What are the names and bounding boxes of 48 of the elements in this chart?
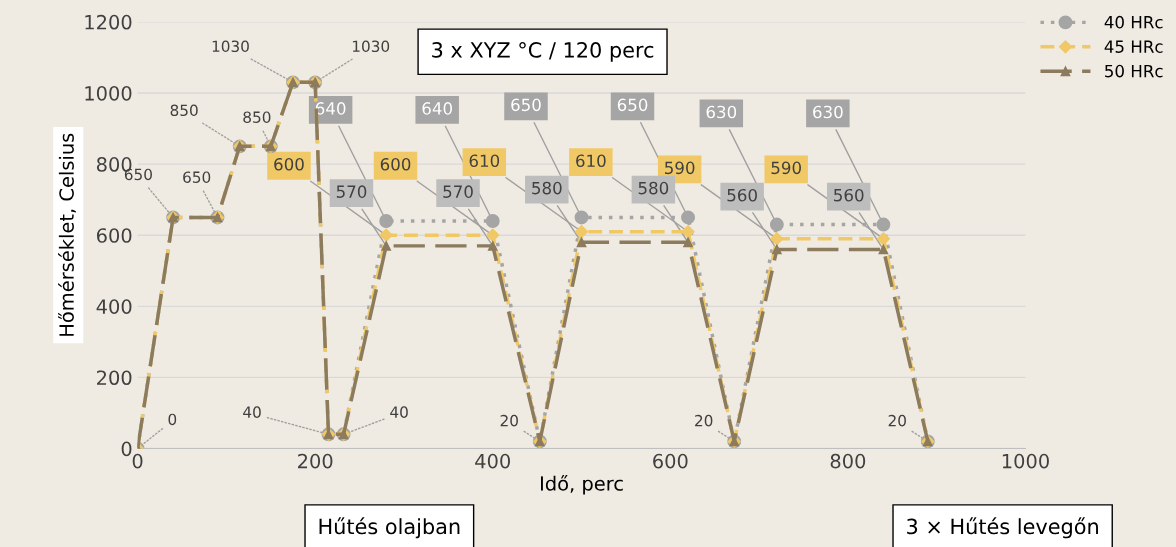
y-tick-label: 600	[96, 228, 132, 243]
y-tick-label: 1000	[85, 85, 132, 101]
legend-label: 50 HRc	[1105, 64, 1163, 78]
data-label: 20	[500, 414, 518, 427]
x-tick-label: 0	[132, 453, 143, 469]
data-label: 40	[243, 406, 261, 418]
data-label: 640	[422, 102, 452, 115]
legend-label: 40 HRc	[1104, 15, 1163, 29]
legend-label: 45 HRc	[1104, 40, 1163, 53]
data-label: 40	[390, 406, 408, 418]
data-label: 570	[336, 185, 367, 198]
x-tick-label: 800	[830, 453, 866, 469]
data-label: 630	[813, 105, 843, 119]
data-label: 20	[695, 414, 713, 427]
annotation: 3 x XYZ °C / 120 perc	[432, 42, 654, 62]
data-label: 1030	[212, 40, 249, 53]
data-label: 590	[665, 161, 695, 175]
data-label: 850	[243, 111, 271, 123]
x-tick-label: 600	[653, 453, 688, 469]
y-tick-label: 1200	[85, 14, 132, 30]
data-label: 590	[771, 161, 801, 175]
data-label: 1030	[352, 40, 390, 53]
x-tick-label: 400	[475, 453, 511, 469]
text: Hűtés olajban	[319, 517, 460, 539]
data-label: 610	[469, 154, 500, 168]
data-label: 580	[638, 181, 669, 195]
data-label: 570	[443, 185, 473, 198]
data-label: 650	[617, 98, 648, 112]
data-label: 560	[727, 188, 757, 202]
data-label: 580	[532, 181, 562, 195]
text: 3 × Hűtés levegőn	[907, 517, 1098, 539]
x-tick-label: 200	[298, 453, 333, 469]
data-label: 600	[274, 157, 304, 171]
x-tick-label: 1000	[1002, 453, 1049, 469]
x-axis-title: Idő, perc	[540, 475, 623, 495]
data-label: 650	[183, 171, 211, 183]
y-tick-label: 0	[121, 441, 132, 457]
y-axis-title: Hőmérséklet, Celsius	[58, 133, 76, 336]
data-label: 610	[576, 154, 606, 168]
data-label: 560	[834, 188, 864, 202]
data-label: 20	[888, 414, 906, 427]
data-label: 850	[170, 104, 198, 117]
data-label: 600	[380, 157, 411, 171]
data-label: 0	[168, 413, 177, 426]
y-tick-label: 200	[97, 370, 132, 386]
data-label: 650	[511, 98, 541, 112]
y-tick-label: 400	[96, 299, 132, 314]
data-label: 630	[706, 105, 737, 119]
